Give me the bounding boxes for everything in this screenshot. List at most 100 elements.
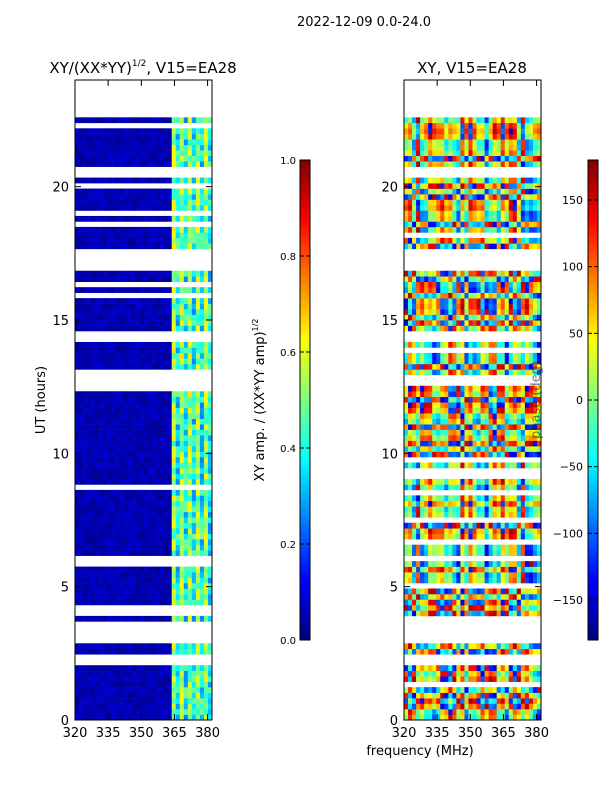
heatmap-cell	[428, 325, 433, 332]
heatmap-cell	[183, 188, 189, 195]
heatmap-cell	[151, 298, 156, 304]
heatmap-cell	[484, 566, 490, 573]
heatmap-cell	[412, 522, 417, 529]
heatmap-cell	[91, 681, 96, 688]
heatmap-cell	[488, 566, 494, 573]
heatmap-cell	[147, 418, 152, 425]
heatmap-cell	[107, 440, 112, 447]
heatmap-cell	[187, 396, 193, 403]
heatmap-cell	[155, 687, 161, 693]
heatmap-cell	[504, 407, 510, 414]
heatmap-cell	[147, 500, 152, 507]
heatmap-cell	[504, 303, 510, 310]
heatmap-cell	[187, 363, 193, 370]
heatmap-cell	[167, 615, 173, 622]
heatmap-cell	[123, 237, 128, 244]
heatmap-cell	[139, 709, 144, 715]
heatmap-cell	[404, 495, 409, 502]
heatmap-cell	[496, 440, 502, 447]
heatmap-cell	[512, 446, 518, 452]
heatmap-cell	[183, 215, 189, 222]
heatmap-cell	[87, 522, 92, 529]
heatmap-cell	[456, 396, 461, 403]
heatmap-cell	[440, 561, 445, 567]
heatmap-cell	[143, 424, 148, 430]
heatmap-cell	[448, 561, 453, 567]
heatmap-cell	[412, 703, 417, 710]
heatmap-cell	[195, 511, 201, 518]
heatmap-cell	[456, 588, 461, 595]
heatmap-cell	[95, 446, 100, 452]
heatmap-cell	[159, 139, 165, 146]
heatmap-cell	[508, 676, 514, 682]
heatmap-cell	[480, 309, 485, 315]
heatmap-cell	[408, 418, 413, 425]
heatmap-cell	[143, 676, 148, 682]
heatmap-cell	[123, 451, 128, 458]
heatmap-cell	[452, 352, 457, 359]
heatmap-cell	[420, 665, 425, 671]
heatmap-cell	[420, 320, 425, 326]
heatmap-cell	[79, 396, 84, 403]
heatmap-cell	[163, 243, 169, 250]
heatmap-cell	[404, 391, 409, 398]
heatmap-cell	[119, 517, 124, 524]
heatmap-cell	[492, 314, 498, 321]
heatmap-cell	[484, 604, 490, 611]
heatmap-cell	[504, 352, 510, 359]
heatmap-cell	[424, 500, 429, 507]
heatmap-cell	[195, 698, 201, 704]
heatmap-cell	[508, 478, 514, 485]
heatmap-cell	[123, 161, 128, 167]
x-tick-label: 350	[129, 726, 154, 741]
heatmap-cell	[195, 500, 201, 507]
heatmap-cell	[496, 435, 502, 441]
heatmap-cell	[171, 462, 177, 469]
heatmap-cell	[464, 462, 469, 469]
heatmap-cell	[536, 698, 542, 704]
heatmap-cell	[155, 648, 161, 655]
heatmap-cell	[143, 270, 148, 277]
heatmap-cell	[195, 396, 201, 403]
heatmap-cell	[191, 670, 197, 677]
heatmap-cell	[151, 314, 156, 321]
heatmap-cell	[480, 528, 485, 535]
heatmap-cell	[179, 177, 185, 184]
heatmap-cell	[452, 687, 457, 693]
heatmap-cell	[163, 550, 169, 556]
heatmap-cell	[492, 599, 498, 606]
heatmap-cell	[199, 577, 205, 584]
heatmap-cell	[448, 610, 453, 617]
heatmap-cell	[480, 610, 485, 617]
heatmap-cell	[107, 681, 112, 688]
heatmap-cell	[207, 341, 213, 348]
heatmap-cell	[127, 457, 132, 463]
heatmap-cell	[155, 572, 161, 578]
heatmap-cell	[440, 435, 445, 441]
heatmap-cell	[155, 566, 161, 573]
heatmap-cell	[167, 506, 173, 513]
heatmap-cell	[203, 698, 209, 704]
heatmap-cell	[171, 150, 177, 156]
heatmap-cell	[424, 429, 429, 436]
heatmap-cell	[95, 533, 100, 540]
heatmap-cell	[171, 287, 177, 293]
heatmap-cell	[151, 435, 156, 441]
heatmap-cell	[464, 281, 469, 288]
heatmap-cell	[452, 363, 457, 370]
heatmap-cell	[504, 599, 510, 606]
heatmap-cell	[528, 429, 534, 436]
heatmap-cell	[167, 215, 173, 222]
heatmap-cell	[464, 698, 469, 704]
heatmap-cell	[183, 550, 189, 556]
heatmap-cell	[179, 287, 185, 293]
heatmap-cell	[111, 467, 116, 474]
heatmap-cell	[207, 144, 213, 151]
heatmap-cell	[75, 517, 80, 524]
heatmap-cell	[516, 599, 522, 606]
heatmap-cell	[87, 150, 92, 156]
heatmap-cell	[404, 385, 409, 392]
heatmap-cell	[187, 413, 193, 419]
heatmap-cell	[504, 298, 510, 304]
heatmap-cell	[464, 413, 469, 419]
